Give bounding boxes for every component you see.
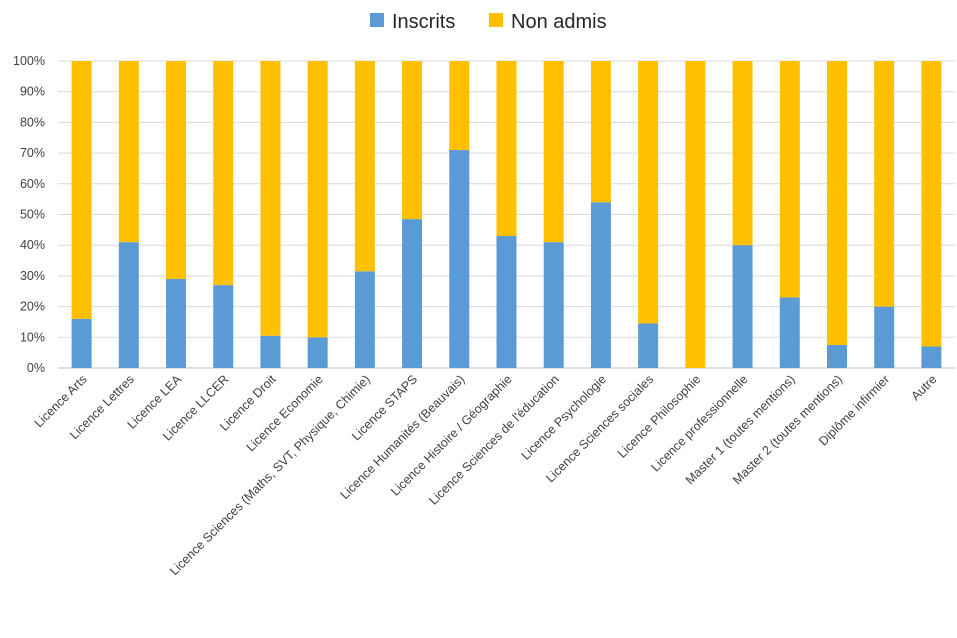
bar-inscrits bbox=[118, 242, 139, 368]
bar-inscrits bbox=[638, 323, 659, 368]
bar-inscrits bbox=[354, 271, 375, 368]
y-tick-label: 60% bbox=[20, 177, 45, 191]
bar-non-admis bbox=[779, 61, 800, 298]
y-tick-label: 90% bbox=[20, 85, 45, 99]
bar-inscrits bbox=[921, 346, 942, 368]
y-axis: 0% 10% 20% 30% 40% 50% 60% 70% 80% 90% 100% bbox=[13, 54, 45, 375]
y-tick-label: 20% bbox=[20, 300, 45, 314]
bar-inscrits bbox=[732, 245, 753, 368]
bar-non-admis bbox=[826, 61, 847, 345]
bar-non-admis bbox=[402, 61, 423, 220]
bar-non-admis bbox=[921, 61, 942, 347]
bar-non-admis bbox=[496, 61, 517, 236]
bar-non-admis bbox=[590, 61, 611, 203]
bar-non-admis bbox=[166, 61, 187, 279]
bar-inscrits bbox=[260, 335, 281, 368]
bar-inscrits bbox=[307, 337, 328, 368]
bars bbox=[71, 61, 942, 368]
bar-non-admis bbox=[213, 61, 234, 286]
bar-non-admis bbox=[260, 61, 281, 336]
y-tick-label: 70% bbox=[20, 146, 45, 160]
bar-non-admis bbox=[543, 61, 564, 243]
y-tick-label: 50% bbox=[20, 208, 45, 222]
bar-non-admis bbox=[732, 61, 753, 246]
bar-non-admis bbox=[71, 61, 92, 319]
bar-non-admis bbox=[874, 61, 895, 307]
legend-label-2: Non admis bbox=[511, 11, 607, 33]
y-tick-label: 0% bbox=[27, 361, 45, 375]
bar-inscrits bbox=[71, 318, 92, 368]
x-tick-label: Autre bbox=[908, 372, 939, 403]
y-tick-label: 80% bbox=[20, 115, 45, 129]
bar-non-admis bbox=[307, 61, 328, 338]
legend-swatch-2 bbox=[489, 13, 503, 27]
bar-inscrits bbox=[590, 202, 611, 368]
bar-inscrits bbox=[826, 344, 847, 368]
bar-inscrits bbox=[543, 242, 564, 368]
x-tick-label: Licence professionnelle bbox=[648, 372, 750, 474]
bar-inscrits bbox=[779, 297, 800, 368]
bar-inscrits bbox=[166, 278, 187, 368]
bar-non-admis bbox=[354, 61, 375, 272]
y-tick-label: 40% bbox=[20, 238, 45, 252]
y-tick-label: 10% bbox=[20, 330, 45, 344]
y-tick-label: 30% bbox=[20, 269, 45, 283]
bar-non-admis bbox=[118, 61, 139, 243]
legend: Inscrits Non admis bbox=[370, 11, 607, 33]
bar-non-admis bbox=[685, 61, 706, 368]
y-tick-label: 100% bbox=[13, 54, 45, 68]
bar-inscrits bbox=[496, 235, 517, 368]
legend-swatch-1 bbox=[370, 13, 384, 27]
bar-inscrits bbox=[874, 306, 895, 368]
bar-non-admis bbox=[638, 61, 659, 324]
x-tick-label: Licence Psychologie bbox=[519, 372, 610, 463]
bar-inscrits bbox=[449, 150, 470, 368]
x-tick-label: Licence Philosophie bbox=[615, 372, 704, 461]
legend-label-1: Inscrits bbox=[392, 11, 455, 33]
bar-inscrits bbox=[213, 285, 234, 368]
bar-non-admis bbox=[449, 61, 470, 151]
bar-inscrits bbox=[402, 219, 423, 368]
